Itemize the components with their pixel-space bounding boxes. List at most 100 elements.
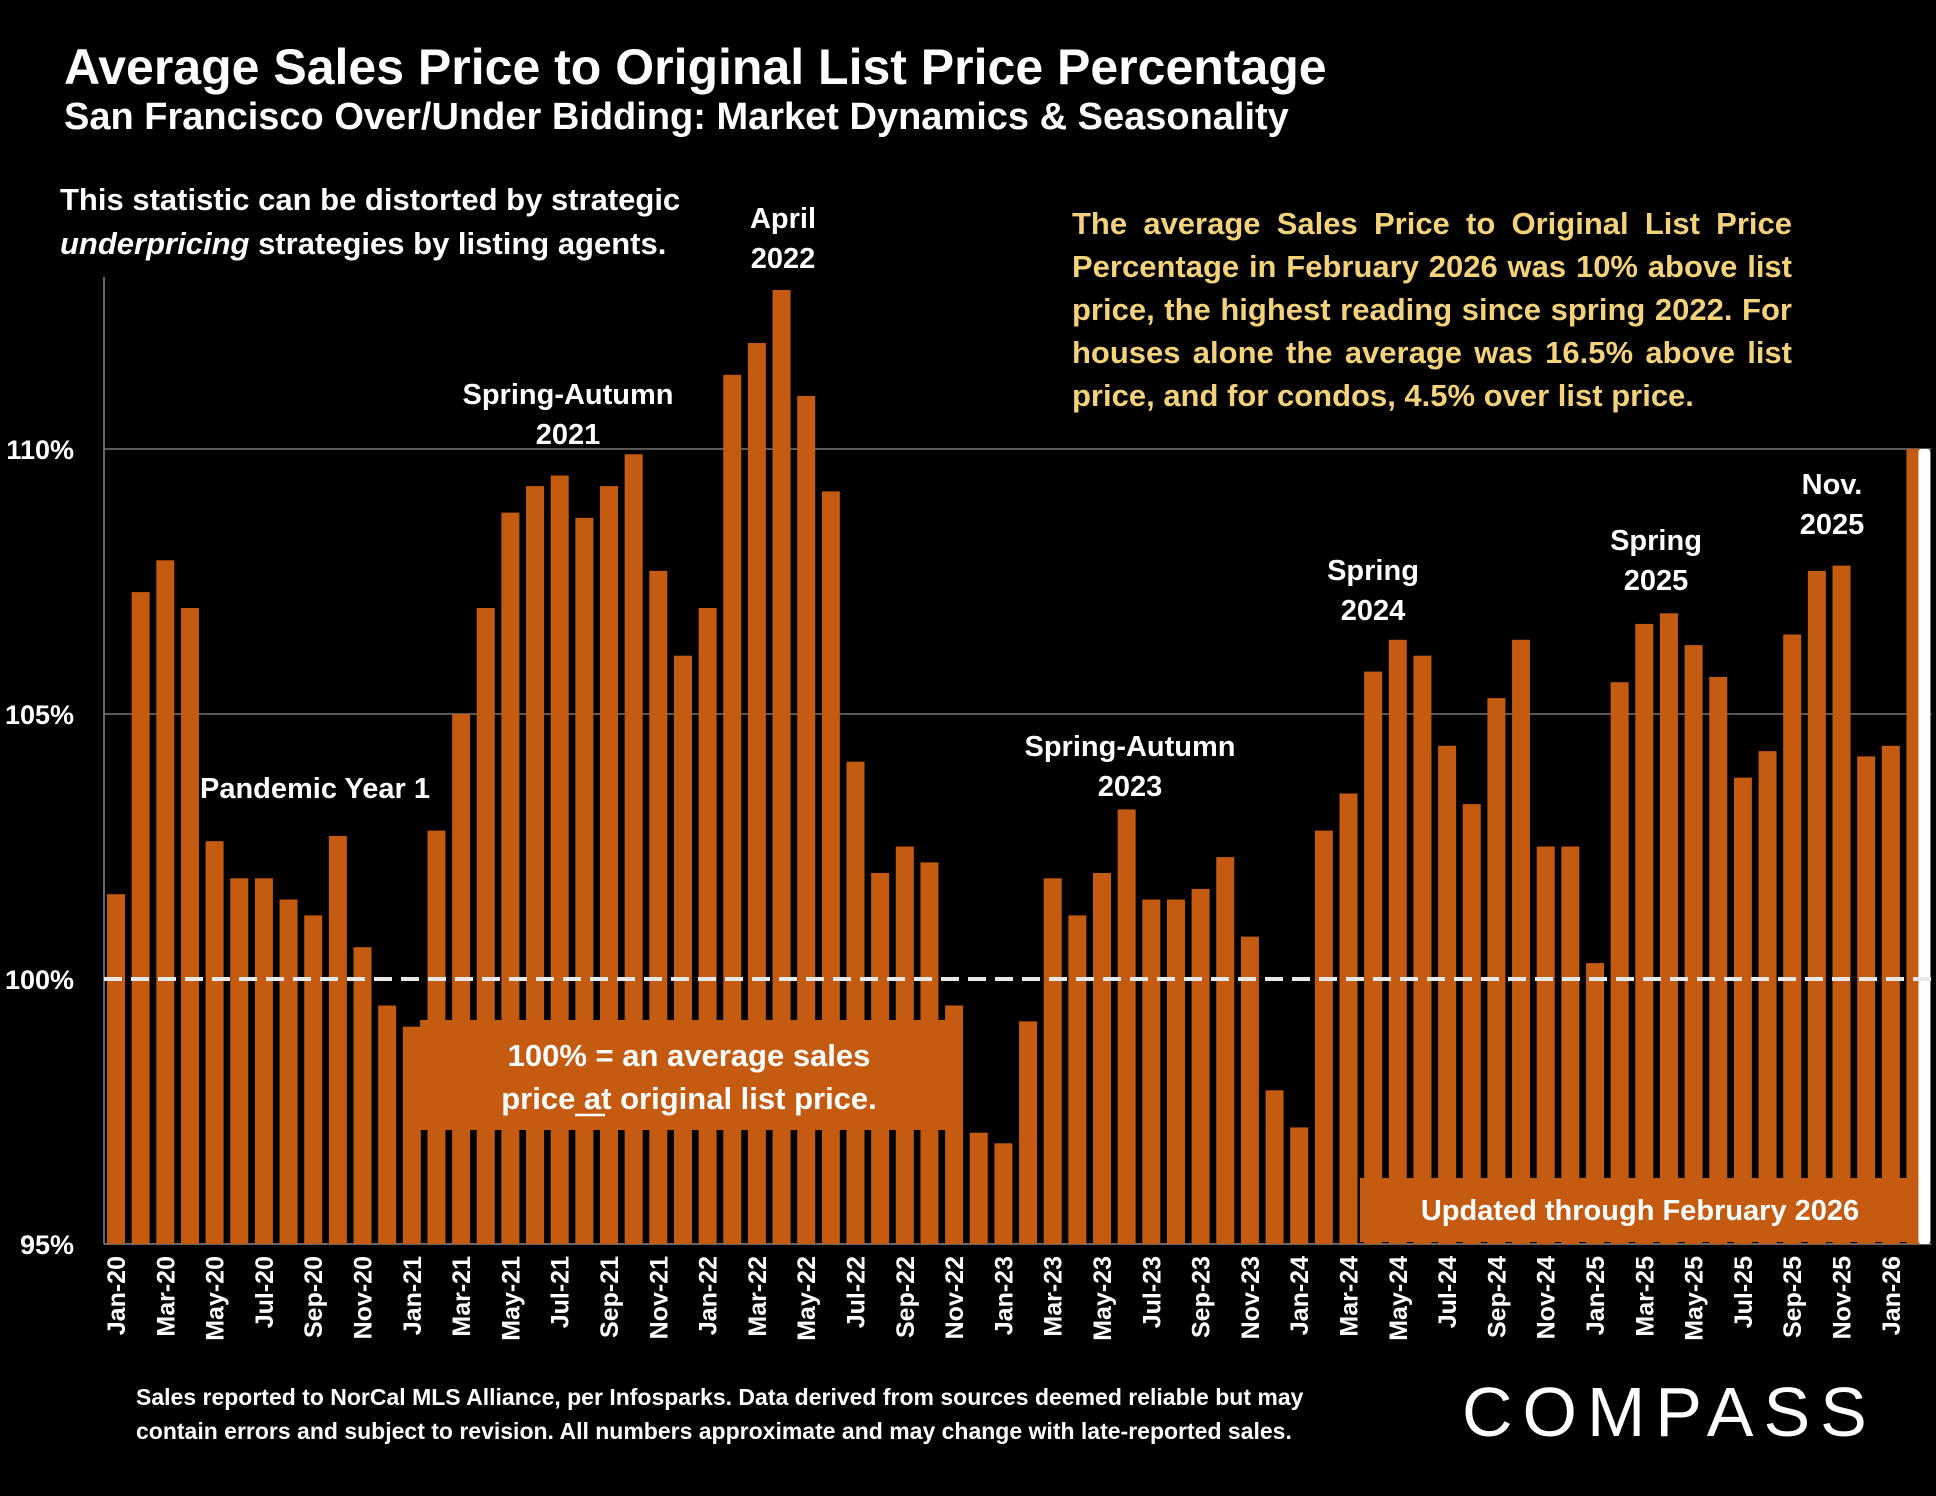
summary-note: The average Sales Price to Original List… bbox=[1072, 206, 1792, 413]
bar bbox=[1142, 899, 1161, 1244]
distortion-note-line1: This statistic can be distorted by strat… bbox=[60, 182, 681, 217]
x-tick-label: Mar-22 bbox=[744, 1256, 772, 1337]
bar bbox=[254, 878, 273, 1244]
bar bbox=[1068, 915, 1087, 1244]
bar bbox=[131, 592, 150, 1244]
bar bbox=[1758, 751, 1777, 1244]
bar bbox=[1857, 756, 1876, 1244]
bar bbox=[1438, 745, 1457, 1244]
period-annotation: Spring-Autumn bbox=[462, 379, 673, 411]
bar bbox=[1388, 639, 1407, 1244]
x-tick-label: Jul-23 bbox=[1138, 1256, 1166, 1328]
updated-through-label: Updated through February 2026 bbox=[1421, 1195, 1859, 1227]
bar bbox=[649, 570, 668, 1244]
bar bbox=[1635, 623, 1654, 1244]
period-annotation: 2025 bbox=[1624, 565, 1689, 597]
x-tick-label: Sep-20 bbox=[300, 1256, 328, 1338]
bar bbox=[772, 290, 791, 1244]
x-tick-label: May-23 bbox=[1089, 1256, 1117, 1341]
period-annotation: 2024 bbox=[1341, 595, 1406, 627]
bar bbox=[1462, 804, 1481, 1244]
bar bbox=[180, 608, 199, 1244]
x-tick-label: Jan-24 bbox=[1286, 1256, 1314, 1335]
bar bbox=[1240, 936, 1259, 1244]
x-tick-label: Mar-21 bbox=[448, 1256, 476, 1337]
bar bbox=[1807, 570, 1826, 1244]
bar bbox=[205, 841, 224, 1244]
chart-subtitle: San Francisco Over/Under Bidding: Market… bbox=[64, 96, 1289, 138]
period-annotation: 2022 bbox=[751, 243, 816, 275]
bar bbox=[279, 899, 298, 1244]
bar bbox=[1339, 793, 1358, 1244]
x-tick-label: Mar-20 bbox=[152, 1256, 180, 1337]
bar bbox=[747, 343, 766, 1244]
bar bbox=[1783, 634, 1802, 1244]
x-tick-label: Nov-23 bbox=[1237, 1256, 1265, 1339]
x-tick-label: Jul-25 bbox=[1730, 1256, 1758, 1328]
bar bbox=[1733, 777, 1752, 1244]
x-tick-label: Nov-24 bbox=[1533, 1256, 1561, 1339]
x-tick-label: May-20 bbox=[202, 1256, 230, 1341]
bar bbox=[1290, 1127, 1309, 1244]
x-tick-label: May-24 bbox=[1385, 1256, 1413, 1341]
bar bbox=[1043, 878, 1062, 1244]
bar bbox=[600, 486, 618, 1245]
bar bbox=[673, 655, 692, 1244]
x-tick-label: Jul-24 bbox=[1434, 1256, 1462, 1328]
bar bbox=[526, 486, 545, 1245]
bar bbox=[1093, 873, 1111, 1244]
period-annotation: 2021 bbox=[536, 419, 601, 451]
footer-line2: contain errors and subject to revision. … bbox=[136, 1418, 1292, 1444]
bar bbox=[1512, 639, 1531, 1244]
x-tick-label: May-21 bbox=[497, 1256, 525, 1341]
reference-explanation-box bbox=[420, 1020, 958, 1130]
bar bbox=[1413, 655, 1432, 1244]
x-tick-label: May-25 bbox=[1681, 1256, 1709, 1341]
y-tick-label: 95% bbox=[20, 1230, 74, 1260]
y-tick-label: 100% bbox=[5, 965, 74, 995]
x-tick-label: Sep-24 bbox=[1483, 1256, 1511, 1338]
bar bbox=[1832, 565, 1851, 1244]
bar bbox=[1191, 888, 1210, 1244]
bar bbox=[1610, 682, 1629, 1244]
x-tick-label: Nov-22 bbox=[941, 1256, 969, 1339]
period-annotation: Spring bbox=[1327, 555, 1419, 587]
compass-logo: COMPASS bbox=[1462, 1373, 1877, 1451]
bar bbox=[501, 512, 520, 1244]
x-tick-label: Sep-21 bbox=[596, 1256, 624, 1338]
latest-month-bar bbox=[1918, 449, 1931, 1244]
bar bbox=[402, 1026, 421, 1244]
x-tick-label: Jan-21 bbox=[399, 1256, 427, 1335]
distortion-note-emphasis: underpricing bbox=[60, 226, 250, 261]
period-annotation: Spring bbox=[1610, 525, 1702, 557]
x-tick-label: Jan-20 bbox=[103, 1256, 131, 1335]
bar bbox=[1487, 698, 1506, 1244]
x-tick-label: Jul-20 bbox=[251, 1256, 279, 1328]
bar bbox=[1265, 1090, 1284, 1244]
bar bbox=[304, 915, 323, 1244]
y-tick-label: 105% bbox=[5, 700, 74, 730]
distortion-note-line2: strategies by listing agents. bbox=[249, 226, 667, 261]
bar bbox=[1659, 613, 1678, 1244]
x-tick-label: Jan-25 bbox=[1582, 1256, 1610, 1335]
bar bbox=[1019, 1021, 1038, 1244]
period-annotation: Nov. bbox=[1802, 469, 1863, 501]
chart-title: Average Sales Price to Original List Pri… bbox=[64, 39, 1327, 95]
bar bbox=[846, 761, 865, 1244]
bar bbox=[107, 894, 125, 1244]
bar bbox=[1586, 963, 1604, 1244]
bar bbox=[575, 517, 594, 1244]
bar bbox=[1314, 830, 1333, 1244]
source-footer: Sales reported to NorCal MLS Alliance, p… bbox=[136, 1380, 1396, 1448]
footer-line1: Sales reported to NorCal MLS Alliance, p… bbox=[136, 1384, 1304, 1410]
bar bbox=[353, 947, 372, 1244]
x-tick-label: Jan-26 bbox=[1878, 1256, 1906, 1335]
x-tick-label: Jul-22 bbox=[843, 1256, 871, 1328]
x-tick-label: Mar-24 bbox=[1336, 1256, 1364, 1337]
x-tick-label: May-22 bbox=[793, 1256, 821, 1341]
bar bbox=[328, 835, 347, 1244]
bar bbox=[821, 491, 840, 1244]
period-annotation: 2023 bbox=[1098, 771, 1163, 803]
bar bbox=[1166, 899, 1185, 1244]
bar bbox=[1684, 645, 1703, 1244]
